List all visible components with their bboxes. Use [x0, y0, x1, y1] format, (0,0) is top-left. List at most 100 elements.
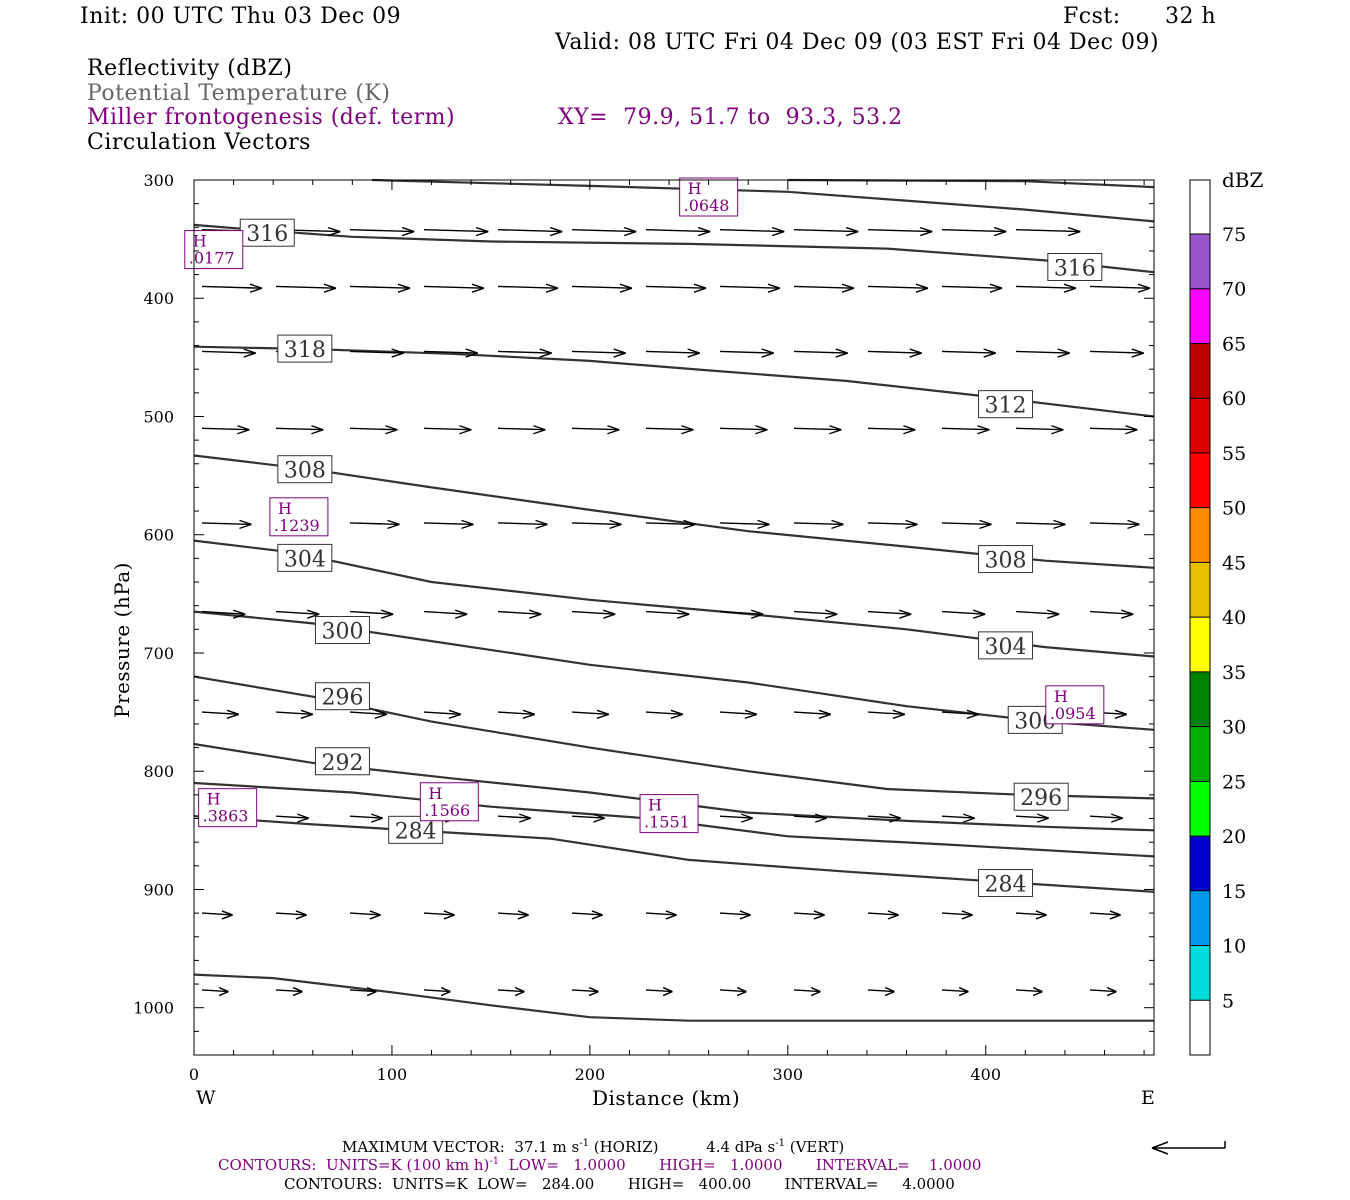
high-marker-value: .0954 — [1050, 704, 1096, 723]
vector-arrowhead — [845, 226, 859, 237]
high-marker-value: .0648 — [684, 196, 730, 215]
high-box — [1045, 685, 1105, 725]
colorbar-swatch — [1190, 180, 1210, 234]
theta-contour-line — [193, 345, 1155, 418]
theta-contour-label: 304 — [284, 547, 326, 572]
x-axis-label: Distance (km) — [592, 1086, 741, 1110]
colorbar-label: 75 — [1222, 224, 1246, 246]
vector-arrowhead — [292, 986, 303, 997]
colorbar-swatch — [1190, 945, 1210, 1001]
vector-arrowhead — [300, 709, 314, 719]
colorbar-label: 35 — [1222, 662, 1246, 684]
vector-arrowhead — [1111, 813, 1123, 823]
vector-arrowhead — [1032, 986, 1043, 997]
circulation-vector — [1015, 228, 1081, 233]
circulation-vector — [497, 350, 552, 354]
axes: 300 400 500 600 700 800 900 1000 0 100 200 300 400 — [133, 171, 1155, 1084]
circulation-vector — [645, 711, 683, 716]
circulation-vector — [201, 522, 252, 526]
high-marker-label: H — [207, 790, 221, 809]
west-label: W — [196, 1087, 216, 1109]
vector-arrowhead — [966, 709, 980, 719]
circulation-vector — [349, 427, 398, 431]
circulation-vector — [793, 912, 825, 916]
circulation-vector — [349, 522, 400, 526]
vector-arrowhead — [1067, 226, 1081, 237]
vector-arrowhead — [591, 910, 603, 920]
vector-arrowhead — [440, 986, 451, 997]
circulation-vector — [645, 427, 694, 431]
vector-arrowhead — [533, 425, 546, 435]
contours-theta-line: CONTOURS: UNITS=K LOW= 284.00 HIGH= 400.… — [284, 1175, 955, 1193]
circulation-vector — [349, 285, 411, 289]
circulation-vector — [941, 350, 996, 354]
vector-arrowhead — [306, 609, 320, 619]
theta-contour-label: 308 — [284, 459, 326, 484]
vector-arrowhead — [662, 986, 673, 997]
circulation-vector — [349, 912, 381, 916]
high-marker-value: .1239 — [274, 516, 320, 535]
y-tick-label: 700 — [143, 644, 174, 663]
vector-arrowhead — [1106, 986, 1117, 997]
high-marker-value: .1551 — [644, 813, 690, 832]
vector-arrowhead — [963, 813, 975, 823]
circulation-vector — [349, 228, 415, 233]
theta-contour-label: 284 — [985, 873, 1027, 898]
vector-arrowhead — [961, 910, 973, 920]
circulation-vector — [423, 711, 461, 716]
circulation-vector — [867, 285, 929, 289]
circulation-vector — [867, 711, 905, 716]
vector-arrowhead — [461, 519, 474, 530]
field-miller: Miller frontogenesis (def. term) — [87, 105, 456, 130]
vector-arrowhead — [681, 425, 694, 435]
vector-arrowhead — [1125, 425, 1138, 435]
vector-arrowhead — [295, 910, 307, 920]
vector-arrowhead — [391, 348, 404, 358]
vector-arrowhead — [475, 226, 489, 237]
circulation-vector — [571, 350, 626, 354]
circulation-vector — [423, 610, 468, 615]
vector-arrowhead — [989, 283, 1003, 293]
vector-arrowhead — [824, 609, 838, 619]
vector-arrowhead — [239, 519, 252, 530]
circulation-vector — [645, 610, 690, 615]
vector-arrowhead — [750, 609, 764, 619]
circulation-vector — [719, 427, 768, 431]
circulation-vector — [349, 350, 404, 354]
vector-arrowhead — [602, 609, 616, 619]
vector-arrowhead — [366, 986, 377, 997]
vector-arrowhead — [311, 425, 324, 435]
vector-arrowhead — [619, 283, 633, 293]
init-time: Init: 00 UTC Thu 03 Dec 09 — [80, 4, 402, 29]
vector-arrowhead — [739, 910, 751, 920]
circulation-vector — [275, 989, 303, 993]
circulation-vector — [201, 989, 229, 993]
theta-contour-label: 312 — [985, 394, 1027, 419]
vector-arrowhead — [243, 348, 256, 358]
circulation-vector — [793, 427, 842, 431]
colorbar-label: 55 — [1222, 443, 1246, 465]
theta-contour-label: 308 — [985, 549, 1027, 574]
vector-arrowhead — [369, 910, 381, 920]
vector-arrowhead — [401, 226, 415, 237]
vector-arrowhead — [972, 609, 986, 619]
high-marker-value: .1566 — [424, 801, 470, 820]
y-tick-label: 900 — [143, 880, 174, 899]
theta-label-box — [277, 334, 333, 363]
theta-contour-label: 316 — [246, 222, 288, 247]
theta-label-box — [314, 747, 370, 776]
colorbar-label: 15 — [1222, 881, 1246, 903]
vector-arrowhead — [1057, 348, 1070, 358]
colorbar-label: 40 — [1222, 607, 1246, 629]
circulation-vector — [1015, 912, 1047, 916]
vector-arrowhead — [1114, 709, 1128, 719]
circulation-vector — [645, 350, 700, 354]
circulation-vector — [941, 610, 986, 615]
colorbar-swatch — [1190, 343, 1210, 399]
colorbar-label: 20 — [1222, 826, 1246, 848]
circulation-vector — [497, 815, 531, 819]
colorbar-swatch — [1190, 890, 1210, 946]
theta-label-box — [314, 682, 370, 711]
vector-arrowhead — [1120, 609, 1134, 619]
circulation-vector — [1089, 610, 1134, 615]
